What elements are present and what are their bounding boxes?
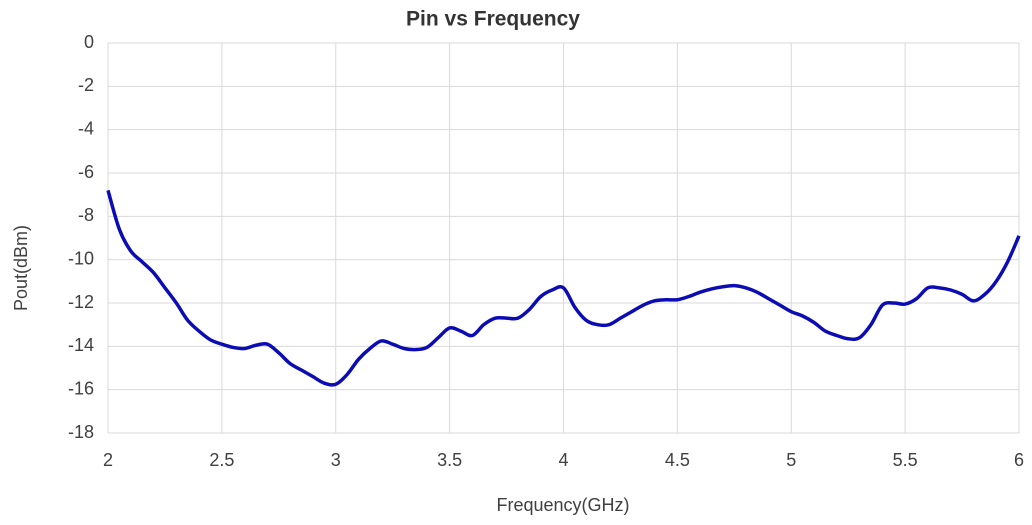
y-tick-label: -18 — [68, 422, 94, 442]
x-tick-label: 4.5 — [665, 450, 690, 470]
x-axis-label: Frequency(GHz) — [496, 495, 629, 515]
y-axis-label: Pout(dBm) — [11, 225, 31, 311]
x-tick-label: 6 — [1014, 450, 1024, 470]
y-tick-label: -16 — [68, 378, 94, 398]
y-tick-label: -4 — [78, 118, 94, 138]
y-tick-label: -10 — [68, 248, 94, 268]
x-tick-label: 2 — [103, 450, 113, 470]
data-line — [106, 189, 1021, 387]
y-tick-label: -2 — [78, 75, 94, 95]
y-tick-label: -14 — [68, 335, 94, 355]
y-tick-label: -12 — [68, 292, 94, 312]
x-tick-label: 5 — [786, 450, 796, 470]
x-tick-label: 3 — [331, 450, 341, 470]
x-tick-label: 2.5 — [209, 450, 234, 470]
x-tick-label: 3.5 — [437, 450, 462, 470]
x-tick-label: 5.5 — [893, 450, 918, 470]
y-tick-label: -6 — [78, 162, 94, 182]
y-tick-label: -8 — [78, 205, 94, 225]
y-tick-label: 0 — [84, 32, 94, 52]
x-tick-label: 4 — [558, 450, 568, 470]
chart-title: Pin vs Frequency — [406, 8, 580, 31]
